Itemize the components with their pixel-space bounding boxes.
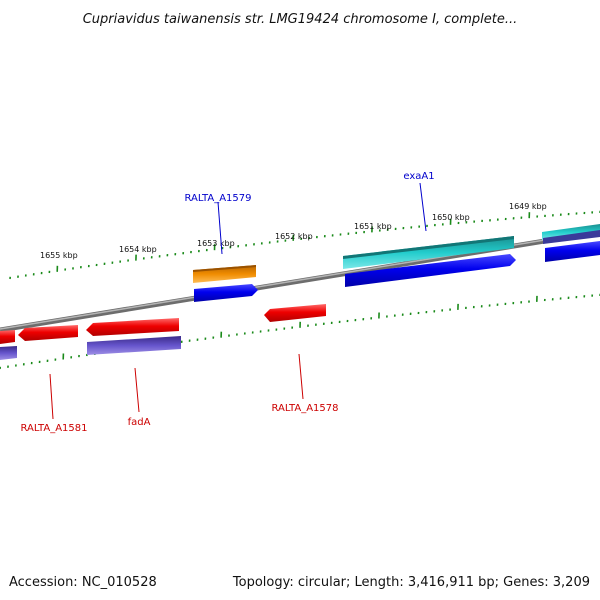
kbp-tick-row-upper: [9, 210, 600, 280]
gene-feature-blue-exaa1[interactable]: [345, 254, 516, 287]
gene-feature-blue-1579[interactable]: [194, 284, 258, 302]
gene-ralta-a1579[interactable]: [193, 265, 256, 283]
gene-exaa1[interactable]: [343, 236, 514, 269]
leader-line-ralta-a1581: [49, 373, 54, 420]
gene-label-ralta-a1579[interactable]: RALTA_A1579: [184, 193, 251, 204]
kbp-label: 1653 kbp: [197, 239, 235, 248]
kbp-label: 1649 kbp: [509, 202, 547, 211]
accession-text: Accession: NC_010528: [9, 575, 157, 590]
kbp-label: 1655 kbp: [40, 251, 78, 260]
map-title: Cupriavidus taiwanensis str. LMG19424 ch…: [83, 12, 518, 27]
kbp-label: 1651 kbp: [354, 222, 392, 231]
gene-feature-cyan-right[interactable]: [542, 224, 600, 240]
gene-fada[interactable]: [86, 318, 179, 336]
kbp-label: 1652 kbp: [275, 232, 313, 241]
gene-feature-blue-right[interactable]: [545, 241, 600, 262]
gene-label-ralta-a1581[interactable]: RALTA_A1581: [20, 423, 87, 434]
chromosome-backbone-highlight: [0, 230, 600, 330]
gene-feature-purple-fada[interactable]: [87, 336, 181, 355]
gene-label-exaa1[interactable]: exaA1: [403, 171, 434, 182]
gene-ralta-a1578[interactable]: [264, 304, 326, 322]
gene-feature-purple-right[interactable]: [543, 230, 600, 244]
gene-ralta-a1581[interactable]: [0, 325, 78, 344]
topology-summary-text: Topology: circular; Length: 3,416,911 bp…: [232, 575, 590, 590]
leader-line-ralta-a1579: [217, 201, 223, 255]
gene-feature-purple-left[interactable]: [0, 346, 17, 360]
kbp-label: 1650 kbp: [432, 213, 470, 222]
gene-label-ralta-a1578[interactable]: RALTA_A1578: [271, 403, 338, 414]
gene-label-fada[interactable]: fadA: [128, 417, 151, 428]
leader-line-fada: [134, 367, 140, 413]
leader-line-exaa1: [419, 182, 427, 232]
kbp-tick-row-lower: [0, 293, 600, 370]
leader-line-ralta-a1578: [298, 353, 304, 400]
kbp-label: 1654 kbp: [119, 245, 157, 254]
